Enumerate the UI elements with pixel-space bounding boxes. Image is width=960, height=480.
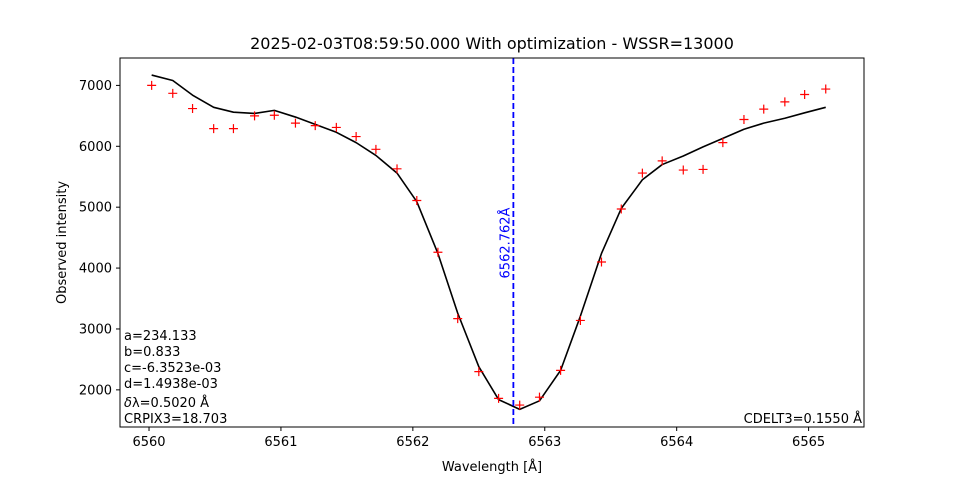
x-tick-label: 6562 <box>396 435 429 450</box>
observed-point <box>575 315 585 325</box>
param-delta-lambda: δλ=0.5020 Å <box>124 395 209 411</box>
observed-point <box>250 111 260 121</box>
y-tick-label: 7000 <box>79 79 112 94</box>
observed-point <box>780 97 790 107</box>
observed-point <box>453 314 463 324</box>
param-b: b=0.833 <box>124 345 180 360</box>
observed-point <box>188 104 198 114</box>
param-d: d=1.4938e-03 <box>124 377 218 392</box>
observed-point <box>392 164 402 174</box>
chart-title: 2025-02-03T08:59:50.000 With optimizatio… <box>250 34 734 53</box>
observed-point <box>474 367 484 377</box>
param-cdelt3: CDELT3=0.1550 Å <box>744 411 862 427</box>
observed-point <box>290 118 300 128</box>
y-tick-label: 4000 <box>79 262 112 277</box>
observed-point <box>718 138 728 148</box>
x-tick-label: 6564 <box>660 435 693 450</box>
x-tick-label: 6561 <box>264 435 297 450</box>
observed-markers-layer <box>147 80 831 410</box>
observed-point <box>331 122 341 132</box>
y-tick-label: 6000 <box>79 140 112 155</box>
observed-point <box>147 80 157 90</box>
observed-point <box>351 132 361 142</box>
x-tick-label: 6565 <box>792 435 825 450</box>
param-crpix3: CRPIX3=18.703 <box>124 412 227 427</box>
fit-line-layer <box>151 74 826 411</box>
y-axis-ticks: 2000 3000 4000 5000 6000 7000 <box>79 79 120 398</box>
observed-point <box>534 392 544 402</box>
y-tick-label: 3000 <box>79 322 112 337</box>
y-tick-label: 5000 <box>79 201 112 216</box>
observed-point <box>209 124 219 134</box>
plot-area: 6562.762Å <box>119 57 865 428</box>
observed-point <box>433 247 443 257</box>
observed-point <box>412 195 422 205</box>
x-tick-label: 6560 <box>132 435 165 450</box>
param-a: a=234.133 <box>124 329 197 344</box>
observed-point <box>698 164 708 174</box>
observed-point <box>800 90 810 100</box>
x-tick-label: 6563 <box>528 435 561 450</box>
observed-point <box>371 144 381 154</box>
observed-point <box>310 121 320 131</box>
observed-point <box>637 168 647 178</box>
x-axis-label: Wavelength [Å] <box>442 459 542 475</box>
y-tick-label: 2000 <box>79 383 112 398</box>
param-c: c=-6.3523e-03 <box>124 361 221 376</box>
observed-point <box>556 365 566 375</box>
observed-point <box>269 110 279 120</box>
observed-point <box>616 204 626 214</box>
observed-point <box>739 115 749 124</box>
center-wavelength-layer: 6562.762Å <box>497 58 515 427</box>
observed-point <box>515 400 525 410</box>
fit-curve <box>151 74 826 411</box>
observed-point <box>494 393 504 403</box>
observed-point <box>168 88 178 98</box>
observed-point <box>678 165 688 175</box>
observed-point <box>596 257 606 267</box>
x-axis-ticks: 6560 6561 6562 6563 6564 6565 <box>132 427 825 450</box>
observed-point <box>228 124 238 134</box>
center-wavelength-label: 6562.762Å <box>497 207 513 278</box>
observed-point <box>657 156 667 166</box>
plot-frame <box>119 57 865 428</box>
observed-point <box>821 84 831 94</box>
y-axis-label: Observed intensity <box>55 181 70 304</box>
observed-point <box>759 104 769 114</box>
fit-parameters: a=234.133 b=0.833 c=-6.3523e-03 d=1.4938… <box>124 329 227 427</box>
